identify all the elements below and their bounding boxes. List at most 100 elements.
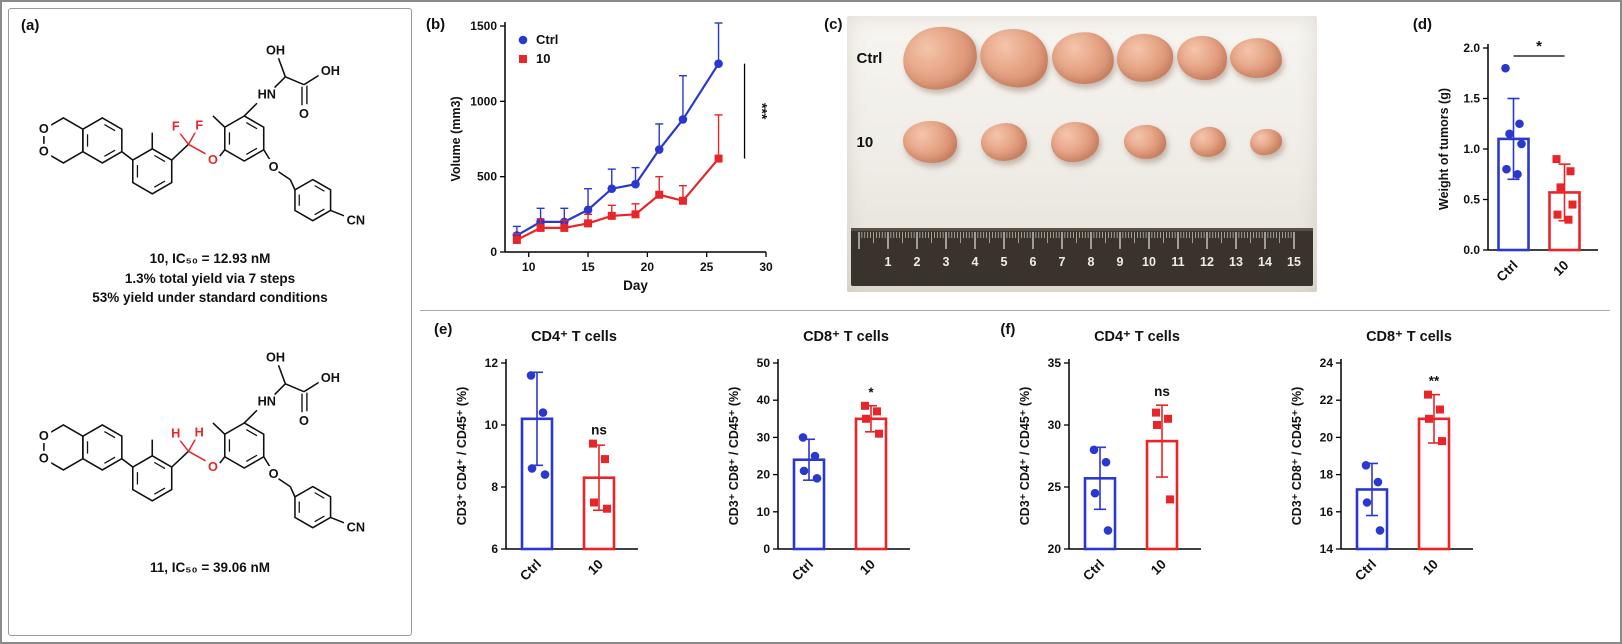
svg-text:25: 25 bbox=[1048, 480, 1062, 494]
svg-text:CD8⁺ T cells: CD8⁺ T cells bbox=[1366, 329, 1452, 345]
panel-d: (d) 0.0 0.5 1.0 1.5 2.0 Weight of tumors (g) C… bbox=[1413, 8, 1604, 302]
svg-text:CD3⁺ CD8⁺ / CD45⁺ (%): CD3⁺ CD8⁺ / CD45⁺ (%) bbox=[1290, 387, 1304, 526]
svg-text:6: 6 bbox=[492, 542, 499, 556]
panel-f: (f) 20 25 30 35 CD3⁺ CD4⁺ / CD45⁺ (%) CD4⁺ T … bbox=[998, 311, 1517, 601]
top-row: (b) 10 15 20 25 30 0 500 1000 1500 Day Volume (mm3… bbox=[420, 8, 1614, 308]
panel-e-label: (e) bbox=[434, 321, 453, 338]
tumor-blob bbox=[898, 22, 981, 94]
svg-text:Ctrl: Ctrl bbox=[1080, 557, 1107, 584]
tumor-blob bbox=[1249, 127, 1284, 157]
svg-text:HN: HN bbox=[258, 393, 276, 408]
svg-text:**: ** bbox=[1429, 374, 1440, 389]
tumor-row-ctrl-specimens bbox=[898, 22, 1317, 94]
tumor-weight-chart: 0.0 0.5 1.0 1.5 2.0 Weight of tumors (g) Ctrl 1… bbox=[1437, 38, 1598, 285]
svg-text:OH: OH bbox=[266, 349, 285, 364]
svg-text:11: 11 bbox=[1171, 255, 1184, 269]
svg-text:10: 10 bbox=[1420, 557, 1441, 578]
panel-f-cd8-chart: 14 16 18 20 22 24 CD3⁺ CD8⁺ / CD45⁺ (%) CD8⁺ T … bbox=[1290, 329, 1474, 584]
tumor-blob bbox=[977, 25, 1051, 91]
svg-text:OH: OH bbox=[321, 370, 340, 385]
compound-10-yield-line-1: 1.3% total yield via 7 steps bbox=[124, 270, 296, 286]
compound-10-yield-line-2: 53% yield under standard conditions bbox=[92, 290, 328, 306]
tumor-row-10: 10 bbox=[847, 100, 1317, 184]
svg-text:O: O bbox=[39, 428, 49, 443]
tumor-blob bbox=[1175, 34, 1228, 82]
svg-text:1.5: 1.5 bbox=[1463, 92, 1480, 106]
svg-text:CN: CN bbox=[347, 213, 365, 228]
svg-text:50: 50 bbox=[757, 356, 771, 370]
svg-text:CD8⁺ T cells: CD8⁺ T cells bbox=[803, 329, 889, 345]
svg-text:10: 10 bbox=[757, 505, 771, 519]
svg-text:Ctrl: Ctrl bbox=[536, 32, 558, 47]
svg-text:O: O bbox=[299, 106, 309, 121]
svg-text:20: 20 bbox=[1320, 430, 1334, 444]
svg-text:O: O bbox=[269, 465, 279, 480]
panel-b-label: (b) bbox=[426, 16, 446, 33]
panel-e: (e) 6 8 10 12 CD3⁺ CD4⁺ / CD45⁺ (%) CD4⁺ T ce… bbox=[432, 311, 962, 601]
svg-text:0: 0 bbox=[764, 542, 771, 556]
svg-text:10: 10 bbox=[536, 51, 550, 66]
tumor-blob bbox=[1189, 125, 1228, 159]
tumor-volume-chart: 10 15 20 25 30 0 500 1000 1500 Day Volume (mm3) Ctr… bbox=[449, 19, 773, 293]
panel-c: (c) Ctrl 10 1 2 3 4 5 6 7 8 9 10 11 12 13 14 15 bbox=[824, 8, 1317, 292]
svg-text:4: 4 bbox=[971, 255, 978, 269]
svg-text:10: 10 bbox=[522, 260, 536, 274]
panel-b: (b) 10 15 20 25 30 0 500 1000 1500 Day Volume (mm3… bbox=[424, 8, 810, 298]
svg-text:1.0: 1.0 bbox=[1463, 142, 1480, 156]
svg-text:20: 20 bbox=[757, 468, 771, 482]
svg-text:14: 14 bbox=[1258, 255, 1272, 269]
svg-text:Day: Day bbox=[623, 278, 648, 293]
bottom-row: (e) 6 8 10 12 CD3⁺ CD4⁺ / CD45⁺ (%) CD4⁺ T ce… bbox=[420, 311, 1614, 636]
svg-text:0: 0 bbox=[490, 245, 497, 259]
tumor-blob bbox=[1049, 29, 1116, 87]
panel-e-cd4-chart: 6 8 10 12 CD3⁺ CD4⁺ / CD45⁺ (%) CD4⁺ T cells C… bbox=[455, 329, 639, 584]
svg-text:9: 9 bbox=[1116, 255, 1123, 269]
svg-text:10: 10 bbox=[857, 557, 878, 578]
svg-text:1500: 1500 bbox=[470, 19, 497, 33]
svg-text:Ctrl: Ctrl bbox=[789, 557, 816, 584]
compound-10-title: 10, IC₅₀ = 12.93 nM bbox=[149, 251, 271, 266]
svg-text:10: 10 bbox=[585, 557, 606, 578]
panel-a-label: (a) bbox=[21, 17, 40, 34]
svg-text:20: 20 bbox=[1048, 542, 1062, 556]
svg-text:5: 5 bbox=[1000, 255, 1007, 269]
ruler: 1 2 3 4 5 6 7 8 9 10 11 12 13 14 15 bbox=[850, 228, 1313, 286]
panel-f-charts: 20 25 30 35 CD3⁺ CD4⁺ / CD45⁺ (%) CD4⁺ T cell… bbox=[1015, 321, 1517, 601]
compound-11-title: 11, IC₅₀ = 39.06 nM bbox=[150, 559, 270, 575]
svg-text:OH: OH bbox=[321, 63, 340, 78]
svg-text:O: O bbox=[39, 144, 49, 159]
panel-f-cd4-chart: 20 25 30 35 CD3⁺ CD4⁺ / CD45⁺ (%) CD4⁺ T cell… bbox=[1018, 329, 1202, 584]
panel-c-label: (c) bbox=[824, 16, 843, 33]
svg-text:0.0: 0.0 bbox=[1463, 243, 1480, 257]
svg-text:O: O bbox=[208, 152, 218, 167]
svg-text:HN: HN bbox=[258, 86, 276, 101]
svg-text:CN: CN bbox=[347, 519, 365, 534]
panel-e-cd8-chart: 0 10 20 30 40 50 CD3⁺ CD8⁺ / CD45⁺ (%) CD8⁺ T c… bbox=[727, 329, 911, 584]
svg-text:20: 20 bbox=[641, 260, 655, 274]
svg-text:H: H bbox=[171, 425, 180, 440]
svg-text:30: 30 bbox=[1048, 418, 1062, 432]
svg-text:O: O bbox=[299, 413, 309, 428]
svg-text:30: 30 bbox=[759, 260, 773, 274]
tumor-row-ctrl: Ctrl bbox=[847, 16, 1317, 100]
tumor-photo: Ctrl 10 1 2 3 4 5 6 7 8 9 10 11 12 13 14 15 bbox=[846, 16, 1317, 292]
tumor-blob bbox=[1229, 37, 1284, 79]
svg-text:500: 500 bbox=[477, 170, 497, 184]
svg-text:30: 30 bbox=[757, 430, 771, 444]
svg-text:O: O bbox=[208, 459, 218, 474]
svg-text:F: F bbox=[195, 118, 203, 133]
svg-text:12: 12 bbox=[485, 356, 499, 370]
svg-text:CD3⁺ CD4⁺ / CD45⁺ (%): CD3⁺ CD4⁺ / CD45⁺ (%) bbox=[455, 387, 469, 526]
svg-text:CD4⁺ T cells: CD4⁺ T cells bbox=[1094, 329, 1180, 345]
svg-text:22: 22 bbox=[1320, 393, 1334, 407]
svg-text:Weight of tumors (g): Weight of tumors (g) bbox=[1437, 88, 1451, 210]
svg-text:OH: OH bbox=[266, 42, 285, 57]
svg-text:18: 18 bbox=[1320, 468, 1334, 482]
svg-text:Ctrl: Ctrl bbox=[1352, 557, 1379, 584]
svg-text:2: 2 bbox=[913, 255, 920, 269]
horizontal-divider bbox=[420, 310, 1610, 311]
svg-text:*: * bbox=[869, 385, 875, 400]
right-panels: (b) 10 15 20 25 30 0 500 1000 1500 Day Volume (mm3… bbox=[420, 8, 1614, 636]
